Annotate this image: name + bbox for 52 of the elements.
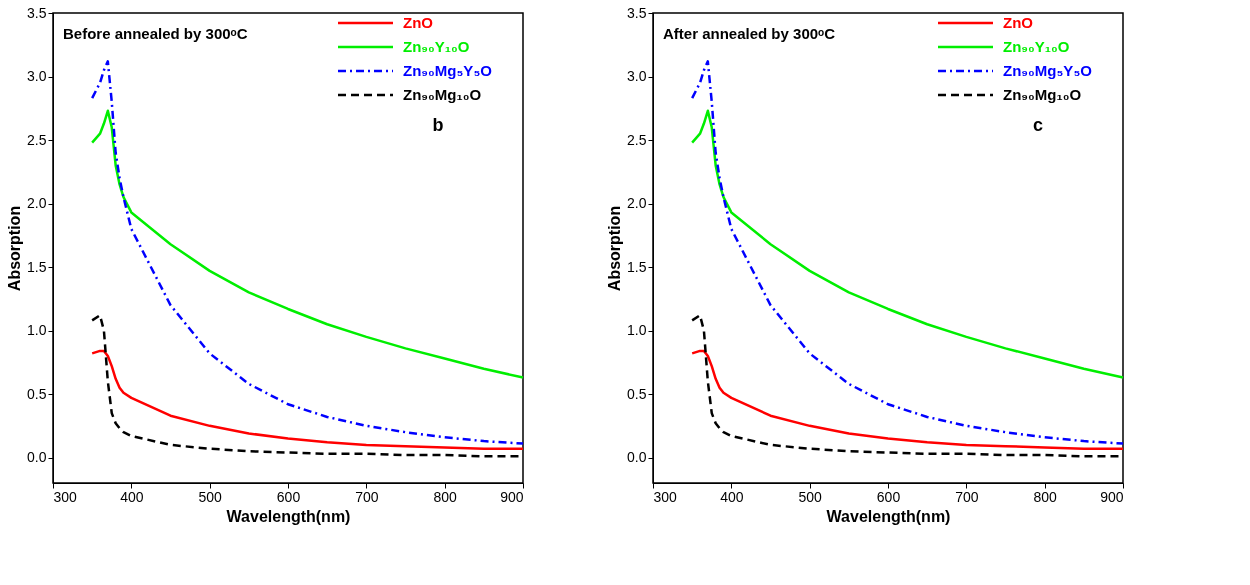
y-tick-label: 2.0 xyxy=(627,195,647,212)
y-tick-label: 1.5 xyxy=(627,258,647,275)
y-tick-label: 3.0 xyxy=(27,68,47,85)
x-tick-label: 400 xyxy=(720,488,744,505)
y-tick-label: 3.5 xyxy=(627,4,647,21)
legend-label: ZnO xyxy=(1003,14,1034,31)
y-tick-label: 1.5 xyxy=(27,258,47,275)
y-tick-label: 0.5 xyxy=(27,385,47,402)
legend-label: ZnO xyxy=(403,14,434,31)
line-series xyxy=(90,349,525,450)
legend-label: Zn₉₀Mg₅Y₅O xyxy=(403,62,493,79)
y-tick-label: 2.0 xyxy=(27,195,47,212)
x-axis-title: Wavelength(nm) xyxy=(226,507,351,525)
x-tick-label: 500 xyxy=(798,488,823,505)
legend-label: Zn₉₀Mg₅Y₅O xyxy=(1003,62,1093,79)
y-tick-label: 3.5 xyxy=(27,4,47,21)
x-tick-label: 700 xyxy=(955,488,979,505)
line-series xyxy=(90,60,525,445)
annotation: c xyxy=(1032,114,1044,135)
x-tick-label: 300 xyxy=(53,488,78,505)
x-tick-label: 300 xyxy=(653,488,678,505)
x-tick-label: 900 xyxy=(500,488,524,505)
legend-label: Zn₉₀Y₁₀O xyxy=(1003,38,1070,55)
y-tick-label: 1.0 xyxy=(627,322,647,339)
y-tick-label: 0.0 xyxy=(627,449,647,466)
legend-label: Zn₉₀Mg₁₀O xyxy=(403,86,482,103)
text: Before annealed by 300ᵒC xyxy=(63,25,248,42)
x-tick-label: 800 xyxy=(433,488,458,505)
y-axis-title: Absorption xyxy=(606,205,624,292)
line-series xyxy=(90,109,525,379)
x-tick-label: 400 xyxy=(120,488,144,505)
line-series xyxy=(690,109,1125,379)
text: After annealed by 300ᵒC xyxy=(663,25,836,42)
line-series xyxy=(690,60,1125,445)
y-tick-label: 0.5 xyxy=(627,385,647,402)
x-tick-label: 600 xyxy=(276,488,301,505)
x-axis-title: Wavelength(nm) xyxy=(826,507,951,525)
x-tick-label: 900 xyxy=(1100,488,1124,505)
y-tick-label: 2.5 xyxy=(627,131,647,148)
y-axis-title: Absorption xyxy=(6,205,24,292)
y-tick-label: 1.0 xyxy=(27,322,47,339)
y-tick-label: 0.0 xyxy=(27,449,47,466)
y-tick-label: 2.5 xyxy=(27,131,47,148)
x-tick-label: 500 xyxy=(198,488,223,505)
line-series xyxy=(690,349,1125,450)
legend-label: Zn₉₀Mg₁₀O xyxy=(1003,86,1082,103)
legend-label: Zn₉₀Y₁₀O xyxy=(403,38,470,55)
x-tick-label: 700 xyxy=(355,488,379,505)
annotation: b xyxy=(432,114,444,135)
x-tick-label: 800 xyxy=(1033,488,1058,505)
y-tick-label: 3.0 xyxy=(627,68,647,85)
x-tick-label: 600 xyxy=(876,488,901,505)
